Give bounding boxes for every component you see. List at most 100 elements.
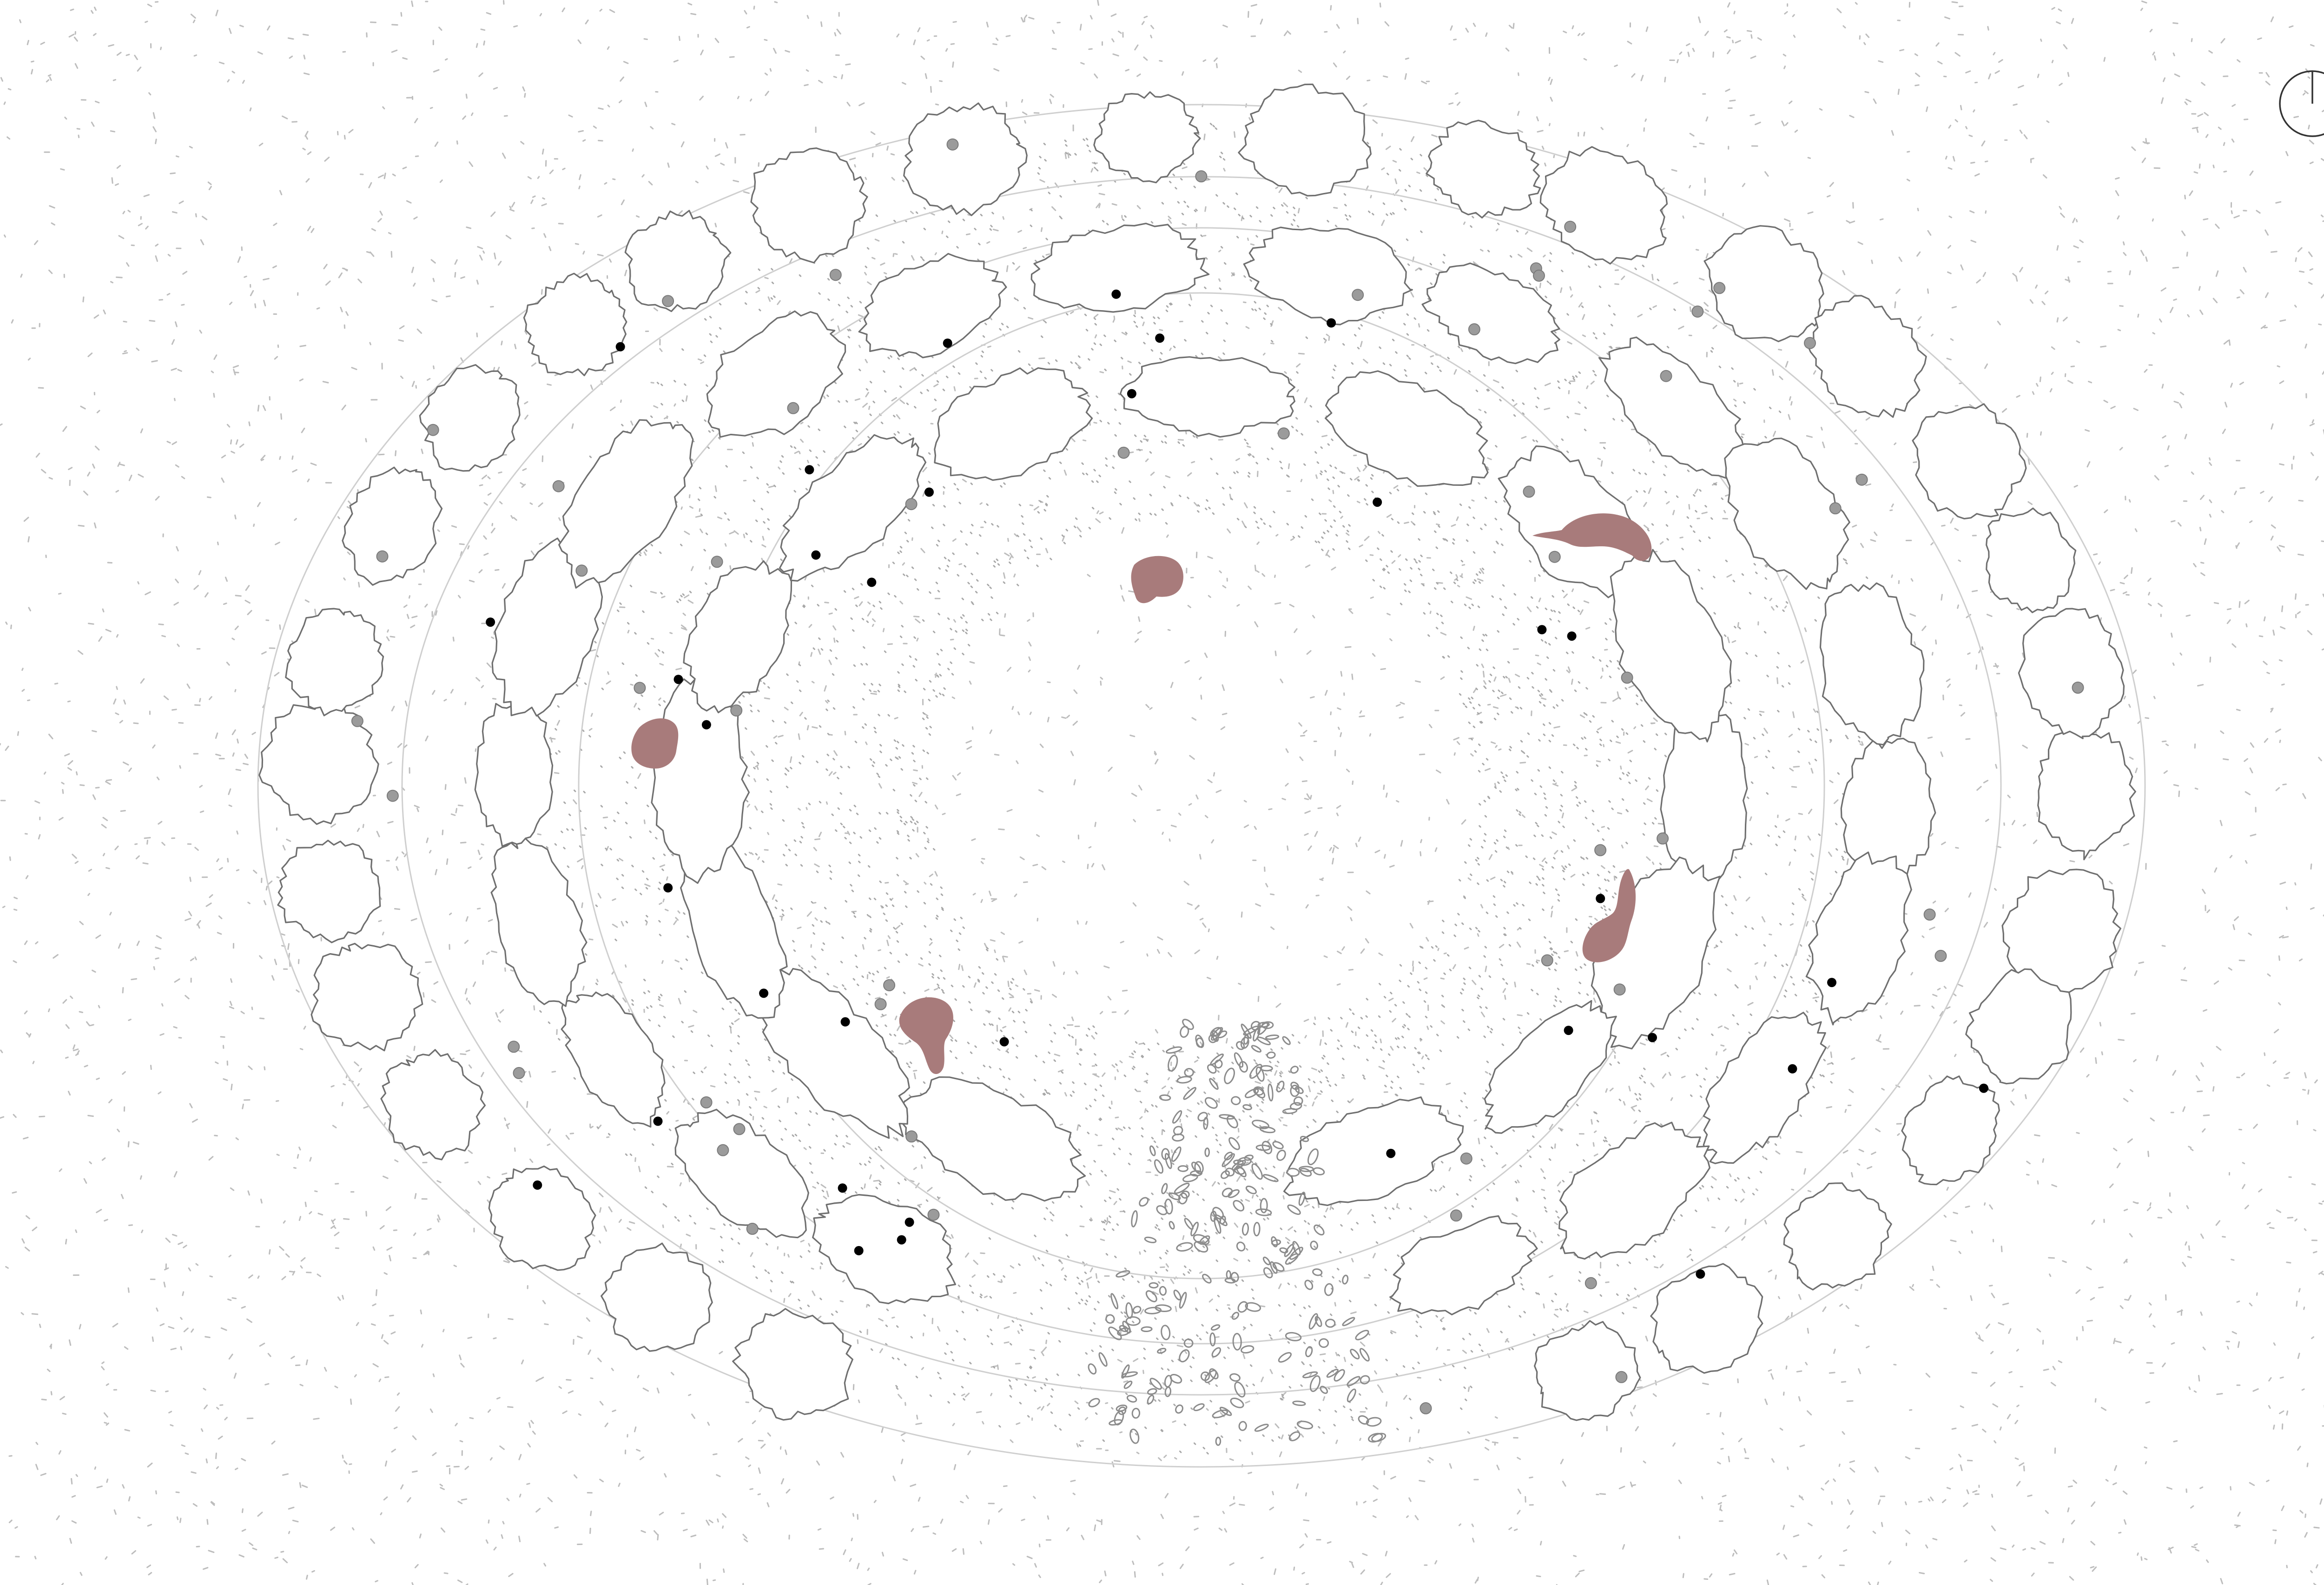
stepping-stone [1238, 1421, 1247, 1431]
stepping-stone [1245, 1185, 1257, 1194]
shrub [1539, 146, 1668, 265]
trunk-black [1386, 1148, 1396, 1158]
stepping-stone [1098, 1352, 1108, 1367]
stepping-stone [1224, 1068, 1235, 1084]
human-figure [899, 997, 953, 1074]
trunk-black [673, 675, 683, 684]
shrub [342, 466, 443, 586]
stepping-stone [1355, 1330, 1369, 1340]
stepping-stone [1251, 1045, 1262, 1053]
stepping-stone [1259, 1126, 1276, 1134]
stepping-stone [1231, 1096, 1241, 1105]
stepping-stone [1292, 1400, 1306, 1406]
stepping-stone [1290, 1066, 1299, 1074]
shrub [1243, 226, 1413, 325]
stepping-stone [1129, 1428, 1140, 1444]
stepping-stone [1242, 1104, 1252, 1110]
trunk-black [854, 1246, 864, 1255]
trunk-gray [730, 704, 743, 717]
trunk-black [1327, 318, 1336, 328]
stepping-stone [1125, 1302, 1133, 1319]
shrub [601, 1242, 713, 1352]
trunk-gray [829, 269, 842, 281]
trunk-black [533, 1180, 542, 1190]
shrub [1912, 403, 2027, 520]
trunk-gray [1594, 844, 1607, 856]
stepping-stone [1209, 1368, 1219, 1379]
trunk-gray [427, 424, 439, 436]
trunk-gray [1523, 485, 1535, 498]
shrub [490, 837, 588, 1007]
stepping-stone [1176, 1076, 1192, 1084]
human-figure [1582, 869, 1636, 962]
stepping-stone [1253, 1027, 1261, 1041]
trunk-gray [1585, 1277, 1597, 1289]
stepping-stone [1171, 1146, 1182, 1162]
shrub [1783, 1182, 1892, 1291]
shrub [1238, 83, 1372, 197]
stepping-stone [1350, 1348, 1360, 1360]
stepping-stone [1236, 1241, 1246, 1252]
shrub [1093, 91, 1201, 184]
stepping-stone [1325, 1319, 1336, 1328]
stepping-stone [1147, 1394, 1155, 1405]
stepping-stone [1263, 1267, 1273, 1279]
shrub [419, 364, 521, 472]
stepping-stone [1208, 1034, 1218, 1043]
stepping-stone [1125, 1316, 1141, 1326]
shrub [1598, 336, 1745, 479]
stepping-stone [1211, 1027, 1223, 1041]
stepping-stone [1195, 1035, 1204, 1048]
stepping-stone [1122, 1320, 1131, 1334]
stepping-stone [1254, 1424, 1269, 1432]
shrub [1703, 225, 1824, 342]
stepping-stone [1179, 1292, 1187, 1309]
shrub [523, 272, 627, 377]
trunk-gray [351, 715, 363, 727]
stepping-stone [1342, 1317, 1355, 1326]
trunk-gray [1468, 323, 1480, 336]
stepping-stone [1116, 1270, 1130, 1278]
shrub [1534, 1320, 1641, 1421]
stepping-stone [1243, 1025, 1259, 1035]
stepping-stone [1221, 1170, 1230, 1179]
stepping-stone [1251, 1163, 1263, 1180]
shrub [258, 701, 379, 825]
stepping-stone [1260, 1065, 1273, 1072]
stepping-stone [1334, 1369, 1345, 1382]
stepping-stone [1176, 1242, 1193, 1252]
stepping-stone [1169, 1373, 1182, 1384]
stepping-stone [1276, 1149, 1286, 1161]
stepping-stone [1241, 1222, 1249, 1236]
trunk-black [1111, 289, 1121, 299]
trunk-black [905, 1217, 914, 1227]
stepping-stone [1296, 1420, 1314, 1430]
trunk-gray [717, 1144, 729, 1156]
stepping-stone [1284, 1244, 1294, 1257]
stepping-stone [1293, 1096, 1303, 1106]
trunk-gray [946, 138, 959, 151]
trunk-gray [1621, 671, 1633, 684]
stepping-stone [1359, 1348, 1370, 1362]
stepping-stone [1149, 1145, 1156, 1156]
stepping-stone [1197, 1112, 1208, 1121]
stepping-stone [1221, 1187, 1233, 1198]
stepping-stone [1237, 1301, 1248, 1313]
stepping-stone [1164, 1386, 1171, 1397]
stepping-stone [1132, 1306, 1142, 1314]
stepping-stone [1302, 1371, 1318, 1379]
stepping-stone [1183, 1338, 1194, 1348]
stepping-stone [1299, 1167, 1312, 1177]
stepping-stone [1168, 1054, 1178, 1072]
stepping-stone [1312, 1268, 1323, 1276]
stepping-stone [1244, 1088, 1259, 1098]
stepping-stone [1228, 1137, 1240, 1150]
stepping-stone [1118, 1406, 1127, 1415]
stepping-stone [1173, 1289, 1182, 1300]
trunk-black [1696, 1269, 1705, 1279]
stepping-stone [1166, 1046, 1182, 1054]
trunk-gray [1117, 446, 1130, 459]
shrub [1840, 737, 1936, 887]
